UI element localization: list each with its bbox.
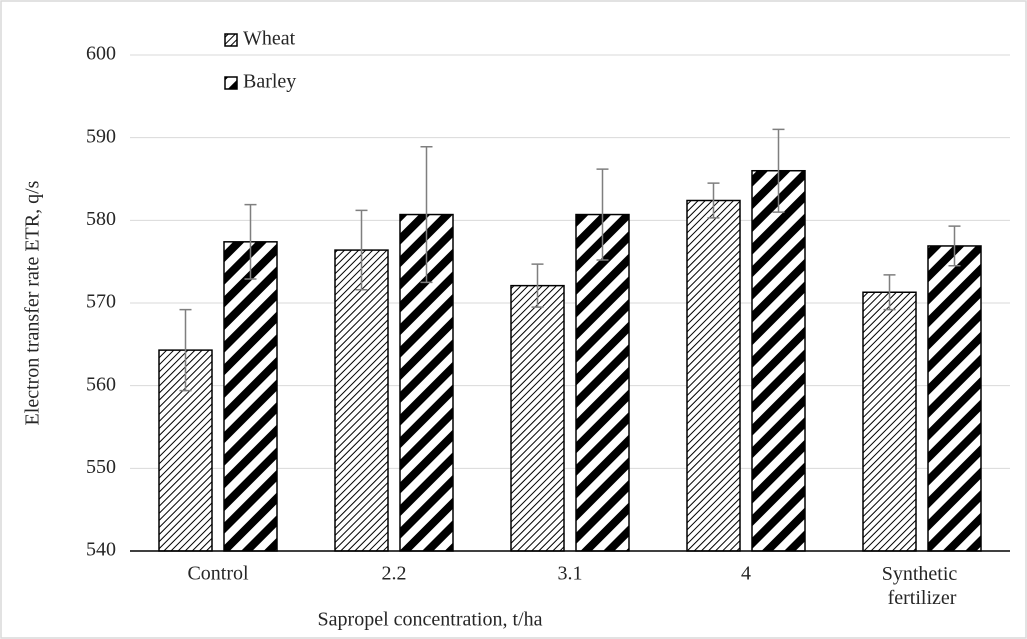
- bar: [575, 213, 630, 552]
- x-tick-label: Synthetic fertilizer: [882, 563, 963, 609]
- x-axis-title: Sapropel concentration, t/ha: [318, 609, 543, 631]
- error-bar: [883, 274, 896, 311]
- y-tick-label: 570: [86, 291, 116, 313]
- x-tick-label: 4: [741, 563, 751, 585]
- y-tick-label: 540: [86, 539, 116, 561]
- bar: [927, 245, 982, 552]
- error-bar: [244, 203, 257, 280]
- error-bar: [531, 263, 544, 308]
- legend-swatch: [224, 33, 238, 47]
- x-tick-label: Control: [187, 563, 249, 585]
- y-tick-label: 560: [86, 373, 116, 395]
- error-bar: [420, 146, 433, 284]
- legend-label: Wheat: [243, 28, 296, 50]
- y-tick-label: 580: [86, 208, 116, 230]
- error-bar: [596, 168, 609, 261]
- bar: [686, 199, 741, 552]
- x-tick-label: 2.2: [382, 563, 407, 585]
- legend-swatch: [224, 76, 238, 90]
- bar: [751, 169, 806, 552]
- y-tick-label: 600: [86, 43, 116, 65]
- y-tick-label: 590: [86, 125, 116, 147]
- x-tick-label: 3.1: [558, 563, 583, 585]
- bar: [223, 241, 278, 552]
- error-bar: [948, 225, 961, 267]
- error-bar: [707, 182, 720, 219]
- bar: [510, 284, 565, 552]
- bar: [334, 249, 389, 552]
- error-bar: [772, 128, 785, 213]
- error-bar: [355, 209, 368, 291]
- bar: [862, 291, 917, 552]
- y-tick-label: 550: [86, 456, 116, 478]
- y-axis-title: Electron transfer rate ETR, q/s: [22, 180, 44, 425]
- error-bar: [179, 308, 192, 392]
- legend-label: Barley: [243, 71, 296, 93]
